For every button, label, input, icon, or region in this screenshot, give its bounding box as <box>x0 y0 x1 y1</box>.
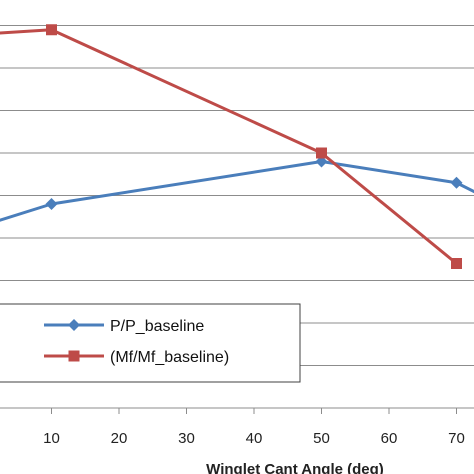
x-tick-label: 70 <box>448 430 465 447</box>
x-tick-label: 60 <box>381 430 398 447</box>
data-point-diamond <box>45 198 58 210</box>
series-layer <box>0 24 474 269</box>
legend-box <box>0 303 301 383</box>
x-tick-label: 40 <box>246 430 263 447</box>
data-point-square <box>316 147 327 159</box>
legend-label-mf-baseline: (Mf/Mf_baseline) <box>110 349 229 366</box>
legend-marker-square-icon <box>68 350 80 362</box>
data-point-square <box>46 24 57 36</box>
series-line-0 <box>0 160 474 222</box>
data-point-diamond <box>450 176 463 189</box>
legend-label-p-baseline: P/P_baseline <box>110 318 204 335</box>
x-tick-label: 20 <box>111 430 128 447</box>
series-line-1 <box>0 28 458 265</box>
x-axis-label: Winglet Cant Angle (deg) <box>206 461 384 474</box>
legend-marker-diamond-icon <box>68 319 80 331</box>
x-tick-label: 50 <box>313 430 330 447</box>
legend: P/P_baseline (Mf/Mf_baseline) <box>0 303 301 383</box>
x-axis: 10 20 30 40 50 60 70 <box>0 407 474 447</box>
data-point-square <box>451 258 462 269</box>
x-tick-label: 10 <box>43 430 60 447</box>
x-tick-label: 30 <box>178 430 195 447</box>
